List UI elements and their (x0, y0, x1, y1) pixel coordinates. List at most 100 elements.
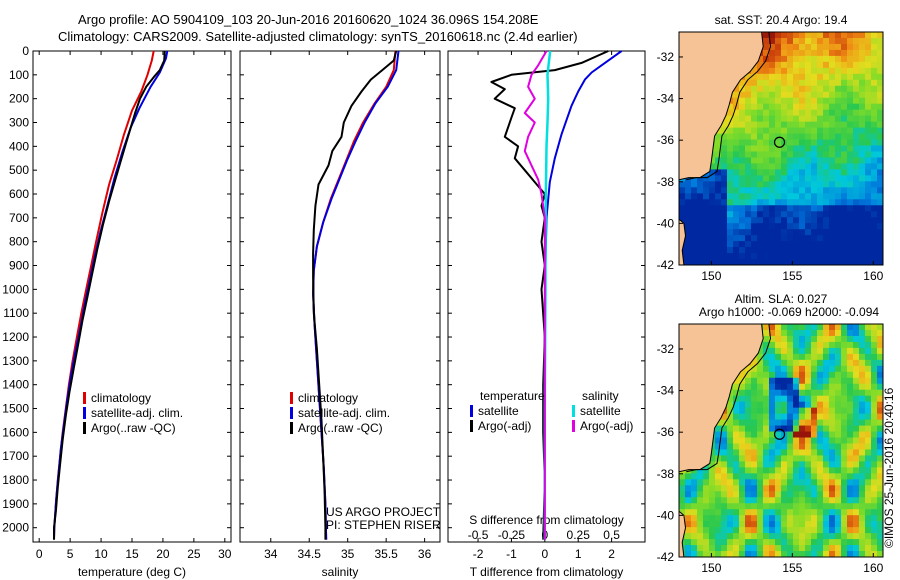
sla_map-cell (733, 431, 740, 439)
sla_map-cell (829, 455, 836, 463)
sst_map-cell (877, 61, 883, 69)
sla_map-cell (871, 377, 878, 385)
sst_map-cell (781, 211, 788, 218)
sla_map-cell (841, 491, 848, 498)
sla_map-cell (727, 431, 734, 439)
sst_map-cell (787, 199, 794, 206)
sla_map-cell (781, 521, 788, 528)
sst_map-cell (727, 115, 734, 123)
sla_map-cell (757, 353, 764, 361)
sst_map-cell (727, 253, 734, 260)
sla_map-cell (781, 407, 788, 415)
sla_map-cell (865, 383, 872, 391)
sst_map-cell (703, 259, 710, 265)
sst_map-cell (859, 169, 866, 176)
sst_map-cell (823, 97, 830, 105)
sla_map-cell (877, 485, 883, 492)
sst_map-cell (799, 85, 806, 93)
sst_map-cell (811, 229, 818, 236)
difference-panel: -2 -1 0 1 2T difference from climatology-0.5… (447, 50, 646, 579)
sla_map-cell (865, 533, 872, 540)
sst_map-cell (781, 193, 788, 200)
sst_map-cell (847, 205, 854, 212)
sst_map-cell (835, 49, 842, 57)
sla_map-cell (679, 491, 686, 498)
sst_map-cell (799, 91, 806, 99)
sst_map-cell (799, 181, 806, 188)
sst_map-cell (871, 235, 878, 242)
sst_map-cell (763, 235, 770, 242)
sst_map-cell (775, 103, 782, 111)
sla_map-cell (697, 533, 704, 540)
sla_map-cell (829, 527, 836, 534)
sla_map-cell (745, 479, 752, 486)
sla_map-cell (859, 443, 866, 451)
sla_map-cell (805, 365, 812, 373)
sla_map-cell (871, 437, 878, 445)
sst_map-cell (799, 187, 806, 194)
sst_map-cell (787, 103, 794, 111)
sla_map-cell (823, 485, 830, 492)
sst_map-cell (733, 127, 740, 135)
sst_map-cell (757, 223, 764, 230)
sla_map-cell (841, 467, 848, 474)
sla_map-cell (865, 491, 872, 498)
sst_map-cell (787, 79, 794, 87)
sst_map-cell (877, 85, 883, 93)
sst_map-cell (787, 217, 794, 224)
sla_map-cell (847, 509, 854, 516)
sla_map-cell (781, 413, 788, 421)
sla_map-cell (727, 539, 734, 546)
sla_map-cell (805, 527, 812, 534)
sla_map-cell (805, 401, 812, 409)
sla_map-cell (805, 347, 812, 355)
sst_map-cell (799, 163, 806, 171)
sla_map-cell (691, 539, 698, 546)
sst_map-cell (685, 175, 692, 182)
sst_map-cell (769, 241, 776, 248)
sst_map-cell (871, 247, 878, 254)
sla_map-cell (751, 473, 758, 480)
sst_map-cell (835, 151, 842, 159)
sla_map-cell (853, 395, 860, 403)
sla_map-cell (793, 389, 800, 397)
sst_map-cell (787, 229, 794, 236)
sst_map-cell (781, 73, 788, 81)
sla_map-cell (853, 359, 860, 367)
sla_map-cell (787, 389, 794, 397)
sst_map-cell (805, 169, 812, 176)
sla_map-cell (787, 521, 794, 528)
sla_map-cell (745, 365, 752, 373)
sst_map-cell (751, 157, 758, 165)
sla_map-cell (823, 515, 830, 522)
sla_map-cell (835, 455, 842, 463)
sla_map-cell (853, 551, 860, 557)
sst_map-cell (865, 169, 872, 176)
sst_map-cell (745, 169, 752, 176)
sla_map-cell (739, 473, 746, 480)
sla_map-cell (757, 413, 764, 421)
sst_map-cell (691, 193, 698, 200)
sla_map-cell (829, 503, 836, 510)
sst_map-cell (871, 37, 878, 45)
legend-entry: climatology (298, 391, 358, 405)
sst_map-cell (679, 217, 686, 224)
sla_map-cell (757, 449, 764, 457)
sst_map-cell (829, 169, 836, 176)
sla_map-cell (799, 365, 806, 373)
sst_map-cell (835, 73, 842, 81)
sla_map-cell (751, 479, 758, 486)
sst_map-ytick-label: -38 (657, 175, 675, 189)
sla_map-cell (775, 473, 782, 480)
sst_map-cell (817, 85, 824, 93)
legend-swatch (290, 407, 293, 419)
sla_map-cell (787, 461, 794, 468)
sla_map-cell (793, 443, 800, 451)
sst_map-cell (847, 223, 854, 230)
sst_map-cell (853, 241, 860, 248)
sla_map-cell (859, 491, 866, 498)
sla_map-cell (715, 467, 722, 474)
sst_map-cell (835, 109, 842, 117)
sst_map-cell (715, 181, 722, 188)
sst_map-cell (805, 85, 812, 93)
